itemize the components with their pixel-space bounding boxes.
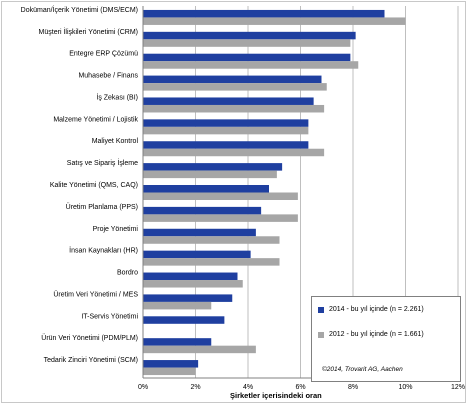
legend-swatch-2014 [318, 306, 324, 313]
bar-2014 [143, 163, 283, 171]
bar-2012 [143, 39, 351, 47]
bar-2012 [143, 214, 298, 222]
category-label: Doküman/İçerik Yönetimi (DMS/ECM) [21, 5, 138, 14]
bar-2014 [143, 316, 225, 324]
bar-2012 [143, 170, 277, 179]
category-label: Maliyet Kontrol [92, 138, 139, 145]
x-tick-label: 8% [348, 384, 358, 391]
bar-2014 [143, 294, 233, 302]
bar-2014 [143, 338, 212, 346]
bar-2014 [143, 250, 251, 259]
bar-2012 [143, 258, 280, 266]
bar-2014 [143, 141, 309, 149]
x-tick-label: 10% [398, 384, 412, 391]
category-label: Üretim Planlama (PPS) [66, 203, 138, 211]
category-label: Malzeme Yönetimi / Lojistik [53, 116, 138, 123]
bar-2012 [143, 126, 309, 135]
bar-2012 [143, 61, 359, 69]
bar-2012 [143, 83, 327, 91]
category-label: Müşteri İlişkileri Yönetimi (CRM) [39, 27, 138, 36]
bar-2014 [143, 9, 385, 18]
bar-2012 [143, 104, 325, 113]
chart-legend: 2014 - bu yıl içinde (n = 2.261) 2012 - … [311, 296, 461, 382]
bar-2014 [143, 185, 269, 193]
category-label: Satış ve Sipariş İşleme [67, 158, 138, 167]
x-tick-label: 12% [451, 384, 465, 391]
bar-2014 [143, 97, 314, 105]
x-tick-label: 0% [138, 384, 148, 391]
bar-2012 [143, 345, 256, 354]
category-label: IT-Servis Yönetimi [81, 313, 138, 320]
legend-label-2014: 2014 - bu yıl içinde (n = 2.261) [329, 306, 424, 313]
bar-2012 [143, 17, 406, 25]
x-tick-label: 4% [243, 384, 253, 391]
copyright-note: ©2014, Trovarit AG, Aachen [322, 366, 403, 373]
x-axis-label: Şirketler içerisindeki oran [230, 391, 322, 400]
category-label: Bordro [117, 270, 138, 277]
bar-2014 [143, 206, 262, 215]
category-label: Tedarik Zinciri Yönetimi (SCM) [44, 357, 138, 364]
category-label: Proje Yönetimi [93, 226, 139, 233]
bar-2012 [143, 280, 243, 288]
x-tick-label: 2% [190, 384, 200, 391]
bar-2014 [143, 119, 309, 127]
category-label: İnsan Kaynakları (HR) [69, 246, 138, 255]
bar-2012 [143, 301, 212, 310]
legend-item-2012: 2012 - bu yıl içinde (n = 1.661) [318, 331, 424, 338]
x-tick-label: 6% [295, 384, 305, 391]
bar-2014 [143, 31, 356, 40]
bar-2014 [143, 75, 322, 84]
legend-swatch-2012 [318, 331, 324, 338]
bar-2014 [143, 360, 199, 368]
category-label: Kalite Yönetimi (QMS, CAQ) [50, 182, 138, 189]
category-label: İş Zekası (BI) [96, 92, 138, 101]
legend-label-2012: 2012 - bu yıl içinde (n = 1.661) [329, 331, 424, 338]
bar-2014 [143, 272, 238, 281]
bar-2012 [143, 367, 196, 376]
category-label: Entegre ERP Çözümü [69, 51, 138, 58]
bar-2012 [143, 148, 325, 157]
bar-2012 [143, 236, 280, 244]
bar-2014 [143, 228, 256, 237]
category-label: Üretim Veri Yönetimi / MES [53, 290, 138, 298]
category-label: Muhasebe / Finans [78, 73, 138, 80]
bar-2014 [143, 53, 351, 62]
legend-item-2014: 2014 - bu yıl içinde (n = 2.261) [318, 306, 424, 313]
category-label: Ürün Veri Yönetimi (PDM/PLM) [41, 334, 138, 342]
bar-2012 [143, 192, 298, 200]
